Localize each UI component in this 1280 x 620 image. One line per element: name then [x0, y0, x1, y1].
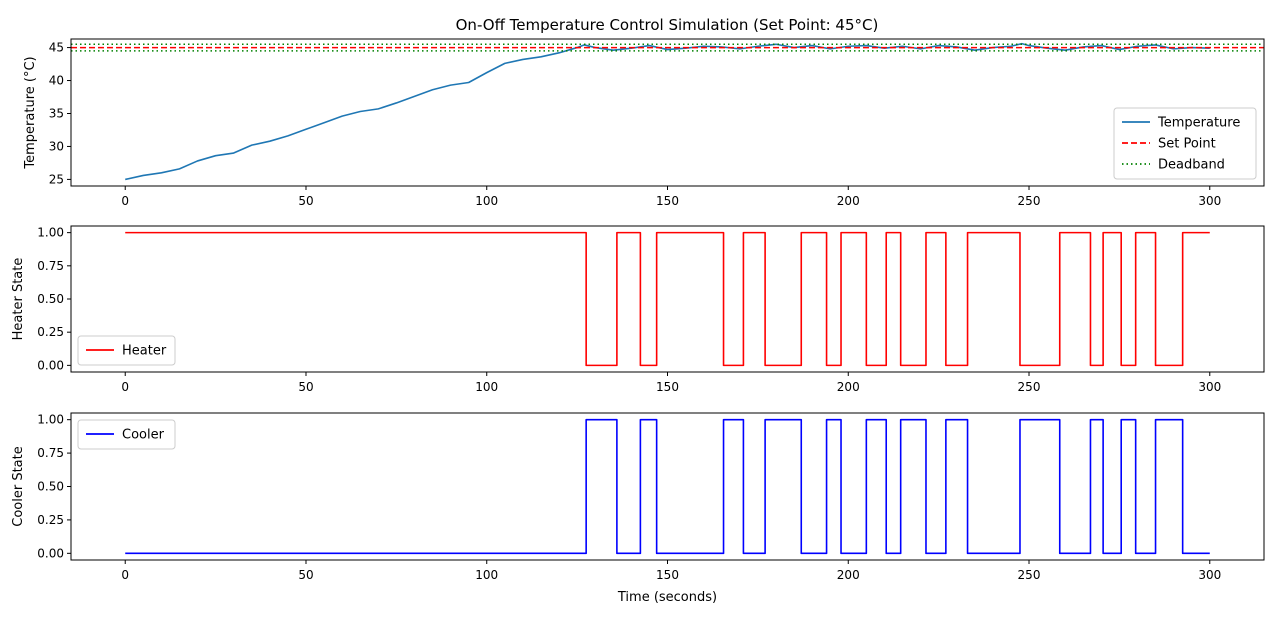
y-axis-label: Heater State [11, 258, 26, 341]
series-line-temperature [125, 42, 1210, 181]
x-axis-label: Time (seconds) [617, 590, 717, 605]
x-tick-label: 200 [837, 194, 860, 208]
y-tick-label: 0.50 [37, 292, 64, 306]
y-tick-label: 1.00 [37, 226, 64, 240]
y-axis-label: Cooler State [11, 446, 26, 526]
x-tick-label: 100 [475, 568, 498, 582]
x-tick-label: 50 [298, 194, 313, 208]
plot-area [125, 418, 1210, 555]
y-tick-label: 0.50 [37, 480, 64, 494]
y-tick-label: 0.00 [37, 358, 64, 372]
y-tick-label: 0.75 [37, 259, 64, 273]
legend-box [77, 419, 176, 450]
y-tick-label: 35 [49, 106, 64, 120]
series-line-heater [125, 231, 1210, 367]
x-tick-label: 250 [1018, 568, 1041, 582]
y-tick-label: 45 [49, 41, 64, 55]
x-tick-label: 100 [475, 380, 498, 394]
x-tick-label: 150 [656, 568, 679, 582]
x-tick-label: 0 [121, 194, 129, 208]
legend: Heater [77, 335, 176, 366]
x-tick-label: 250 [1018, 380, 1041, 394]
x-tick-label: 50 [298, 380, 313, 394]
y-axis-label: Temperature (°C) [23, 56, 38, 169]
x-tick-label: 100 [475, 194, 498, 208]
x-tick-label: 200 [837, 380, 860, 394]
legend-box [77, 335, 176, 366]
plot-area [125, 231, 1210, 367]
y-tick-label: 40 [49, 74, 64, 88]
legend: Temperature Set Point Deadband [1113, 107, 1257, 180]
x-tick-label: 0 [121, 380, 129, 394]
legend-label: Set Point [1158, 137, 1216, 152]
y-tick-label: 0.75 [37, 446, 64, 460]
y-tick-label: 30 [49, 139, 64, 153]
x-tick-label: 150 [656, 194, 679, 208]
x-tick-label: 300 [1198, 380, 1221, 394]
y-tick-label: 0.25 [37, 513, 64, 527]
panel-2: 0 50 100 150 200 250 300 0.00 0.25 0.50 0.75 1.00 He… [11, 225, 1265, 394]
legend-label: Heater [122, 344, 167, 359]
legend-box [1113, 107, 1257, 180]
legend-label: Deadband [1158, 158, 1225, 173]
x-tick-label: 0 [121, 568, 129, 582]
x-tick-label: 50 [298, 568, 313, 582]
figure-title: On-Off Temperature Control Simulation (S… [456, 16, 879, 34]
axes-frame [70, 225, 1265, 373]
plot-area [71, 42, 1264, 181]
y-tick-label: 1.00 [37, 413, 64, 427]
x-tick-label: 300 [1198, 568, 1221, 582]
x-tick-label: 250 [1018, 194, 1041, 208]
y-tick-label: 0.25 [37, 325, 64, 339]
panel-1: 0 50 100 150 200 250 300 25 30 35 40 45 Temperature … [23, 38, 1265, 208]
legend-label: Temperature [1157, 116, 1240, 131]
y-tick-label: 25 [49, 172, 64, 186]
legend-label: Cooler [122, 428, 165, 443]
y-tick-label: 0.00 [37, 546, 64, 560]
panel-3: 0 50 100 150 200 250 300 0.00 0.25 0.50 0.75 1.00 Co… [11, 412, 1265, 605]
axes-frame [70, 412, 1265, 561]
axes-frame [70, 38, 1265, 187]
x-tick-label: 150 [656, 380, 679, 394]
legend: Cooler [77, 419, 176, 450]
x-tick-label: 300 [1198, 194, 1221, 208]
x-tick-label: 200 [837, 568, 860, 582]
series-line-cooler [125, 418, 1210, 555]
